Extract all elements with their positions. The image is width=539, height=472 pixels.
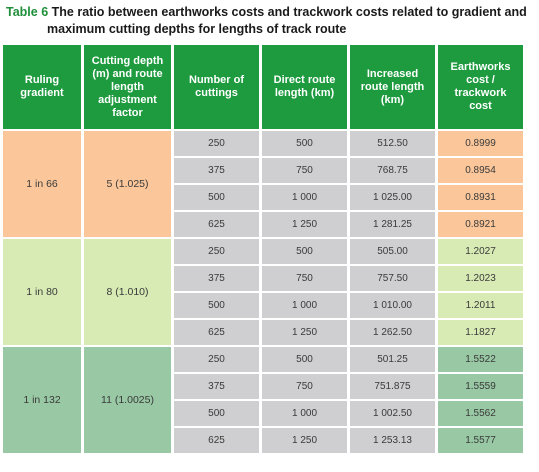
table-row: 1 in 132 11 (1.0025) 250 500 501.25 1.55…: [3, 347, 523, 453]
number-of-cuttings-cell: 625: [174, 212, 259, 237]
number-of-cuttings-cell: 500: [174, 293, 259, 318]
increased-route-length-cell: 501.25: [350, 347, 435, 372]
ruling-gradient-cell: 1 in 80: [3, 239, 81, 345]
increased-route-length-cell: 512.50: [350, 131, 435, 156]
data-table: Ruling gradient Cutting depth (m) and ro…: [0, 43, 526, 455]
number-of-cuttings-cell: 625: [174, 320, 259, 345]
header-increased-route-length: Increased route length (km): [350, 45, 435, 129]
cost-ratio-cell: 1.5577: [438, 428, 523, 453]
number-of-cuttings-cell: 625: [174, 428, 259, 453]
number-of-cuttings-cell: 250: [174, 239, 259, 264]
direct-route-length-cell: 1 000: [262, 293, 347, 318]
table-row: 1 in 66 5 (1.025) 250 500 512.50 0.8999: [3, 131, 523, 237]
increased-route-length-cell: 1 281.25: [350, 212, 435, 237]
table-row: 1 in 80 8 (1.010) 250 500 505.00 1.2027: [3, 239, 523, 345]
direct-route-length-cell: 1 250: [262, 320, 347, 345]
table-row: 625 1 250 1 281.25 0.8921: [3, 212, 523, 237]
table-row: 375 750 751.875 1.5559: [3, 374, 523, 399]
ruling-gradient-cell: 1 in 132: [3, 347, 81, 453]
table-row: 375 750 757.50 1.2023: [3, 266, 523, 291]
direct-route-length-cell: 500: [262, 239, 347, 264]
increased-route-length-cell: 757.50: [350, 266, 435, 291]
cost-ratio-cell: 0.8954: [438, 158, 523, 183]
number-of-cuttings-cell: 250: [174, 131, 259, 156]
increased-route-length-cell: 505.00: [350, 239, 435, 264]
number-of-cuttings-cell: 500: [174, 185, 259, 210]
increased-route-length-cell: 751.875: [350, 374, 435, 399]
direct-route-length-cell: 1 250: [262, 212, 347, 237]
direct-route-length-cell: 1 250: [262, 428, 347, 453]
direct-route-length-cell: 500: [262, 347, 347, 372]
direct-route-length-cell: 1 000: [262, 401, 347, 426]
number-of-cuttings-cell: 375: [174, 158, 259, 183]
cost-ratio-cell: 1.1827: [438, 320, 523, 345]
cutting-depth-cell: 5 (1.025): [84, 131, 171, 237]
header-cutting-depth: Cutting depth (m) and route length adjus…: [84, 45, 171, 129]
table-row: 625 1 250 1 253.13 1.5577: [3, 428, 523, 453]
table-row: 500 1 000 1 010.00 1.2011: [3, 293, 523, 318]
increased-route-length-cell: 1 002.50: [350, 401, 435, 426]
cost-ratio-cell: 1.2023: [438, 266, 523, 291]
number-of-cuttings-cell: 375: [174, 374, 259, 399]
direct-route-length-cell: 750: [262, 266, 347, 291]
direct-route-length-cell: 750: [262, 158, 347, 183]
increased-route-length-cell: 1 253.13: [350, 428, 435, 453]
increased-route-length-cell: 768.75: [350, 158, 435, 183]
direct-route-length-cell: 1 000: [262, 185, 347, 210]
cost-ratio-cell: 0.8931: [438, 185, 523, 210]
caption-line-2: maximum cutting depths for lengths of tr…: [47, 22, 347, 36]
cutting-depth-cell: 11 (1.0025): [84, 347, 171, 453]
increased-route-length-cell: 1 025.00: [350, 185, 435, 210]
number-of-cuttings-cell: 375: [174, 266, 259, 291]
cost-ratio-cell: 0.8921: [438, 212, 523, 237]
cost-ratio-cell: 0.8999: [438, 131, 523, 156]
table-row: 500 1 000 1 025.00 0.8931: [3, 185, 523, 210]
header-number-of-cuttings: Number of cuttings: [174, 45, 259, 129]
table-label: Table 6: [6, 5, 49, 19]
caption-line-1: The ratio between earthworks costs and t…: [51, 5, 527, 19]
table-caption: Table 6 The ratio between earthworks cos…: [6, 4, 536, 38]
table-row: 500 1 000 1 002.50 1.5562: [3, 401, 523, 426]
number-of-cuttings-cell: 500: [174, 401, 259, 426]
cost-ratio-cell: 1.5562: [438, 401, 523, 426]
number-of-cuttings-cell: 250: [174, 347, 259, 372]
increased-route-length-cell: 1 010.00: [350, 293, 435, 318]
header-direct-route-length: Direct route length (km): [262, 45, 347, 129]
table-row: 625 1 250 1 262.50 1.1827: [3, 320, 523, 345]
cutting-depth-cell: 8 (1.010): [84, 239, 171, 345]
header-row: Ruling gradient Cutting depth (m) and ro…: [3, 45, 523, 129]
cost-ratio-cell: 1.2027: [438, 239, 523, 264]
header-cost-ratio: Earthworks cost / trackwork cost: [438, 45, 523, 129]
cost-ratio-cell: 1.5522: [438, 347, 523, 372]
direct-route-length-cell: 750: [262, 374, 347, 399]
cost-ratio-cell: 1.5559: [438, 374, 523, 399]
header-ruling-gradient: Ruling gradient: [3, 45, 81, 129]
direct-route-length-cell: 500: [262, 131, 347, 156]
table-row: 375 750 768.75 0.8954: [3, 158, 523, 183]
cost-ratio-cell: 1.2011: [438, 293, 523, 318]
ruling-gradient-cell: 1 in 66: [3, 131, 81, 237]
increased-route-length-cell: 1 262.50: [350, 320, 435, 345]
